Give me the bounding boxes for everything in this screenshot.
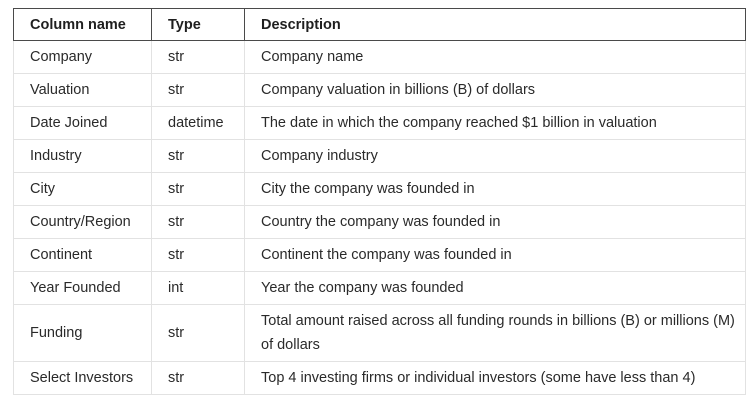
cell-column-name: City xyxy=(13,172,152,206)
cell-type: str xyxy=(151,238,245,272)
cell-type: str xyxy=(151,139,245,173)
cell-type: str xyxy=(151,304,245,362)
table-row: Select Investors str Top 4 investing fir… xyxy=(13,361,746,395)
cell-column-name: Continent xyxy=(13,238,152,272)
data-dictionary-table-container: Column name Type Description Company str… xyxy=(13,8,746,395)
table-row: Valuation str Company valuation in billi… xyxy=(13,73,746,107)
cell-description: Continent the company was founded in xyxy=(244,238,746,272)
column-header-description: Description xyxy=(244,8,746,41)
cell-column-name: Year Founded xyxy=(13,271,152,305)
cell-column-name: Select Investors xyxy=(13,361,152,395)
cell-column-name: Company xyxy=(13,40,152,74)
cell-description: Company name xyxy=(244,40,746,74)
cell-column-name: Industry xyxy=(13,139,152,173)
cell-type: str xyxy=(151,172,245,206)
cell-type: str xyxy=(151,40,245,74)
cell-type: str xyxy=(151,205,245,239)
cell-column-name: Valuation xyxy=(13,73,152,107)
cell-type: str xyxy=(151,73,245,107)
data-dictionary-table: Column name Type Description Company str… xyxy=(13,8,746,395)
table-row: Continent str Continent the company was … xyxy=(13,238,746,272)
cell-description: City the company was founded in xyxy=(244,172,746,206)
cell-description: Year the company was founded xyxy=(244,271,746,305)
cell-description: Total amount raised across all funding r… xyxy=(244,304,746,362)
table-row: Year Founded int Year the company was fo… xyxy=(13,271,746,305)
table-row: Country/Region str Country the company w… xyxy=(13,205,746,239)
cell-type: str xyxy=(151,361,245,395)
cell-column-name: Date Joined xyxy=(13,106,152,140)
table-header-row: Column name Type Description xyxy=(13,8,746,41)
table-row: City str City the company was founded in xyxy=(13,172,746,206)
table-row: Company str Company name xyxy=(13,40,746,74)
cell-description: The date in which the company reached $1… xyxy=(244,106,746,140)
cell-type: int xyxy=(151,271,245,305)
cell-column-name: Funding xyxy=(13,304,152,362)
table-row: Date Joined datetime The date in which t… xyxy=(13,106,746,140)
column-header-column-name: Column name xyxy=(13,8,152,41)
cell-type: datetime xyxy=(151,106,245,140)
cell-description: Company valuation in billions (B) of dol… xyxy=(244,73,746,107)
table-row: Funding str Total amount raised across a… xyxy=(13,304,746,362)
table-row: Industry str Company industry xyxy=(13,139,746,173)
cell-description: Top 4 investing firms or individual inve… xyxy=(244,361,746,395)
column-header-type: Type xyxy=(151,8,245,41)
cell-description: Company industry xyxy=(244,139,746,173)
cell-description: Country the company was founded in xyxy=(244,205,746,239)
cell-column-name: Country/Region xyxy=(13,205,152,239)
